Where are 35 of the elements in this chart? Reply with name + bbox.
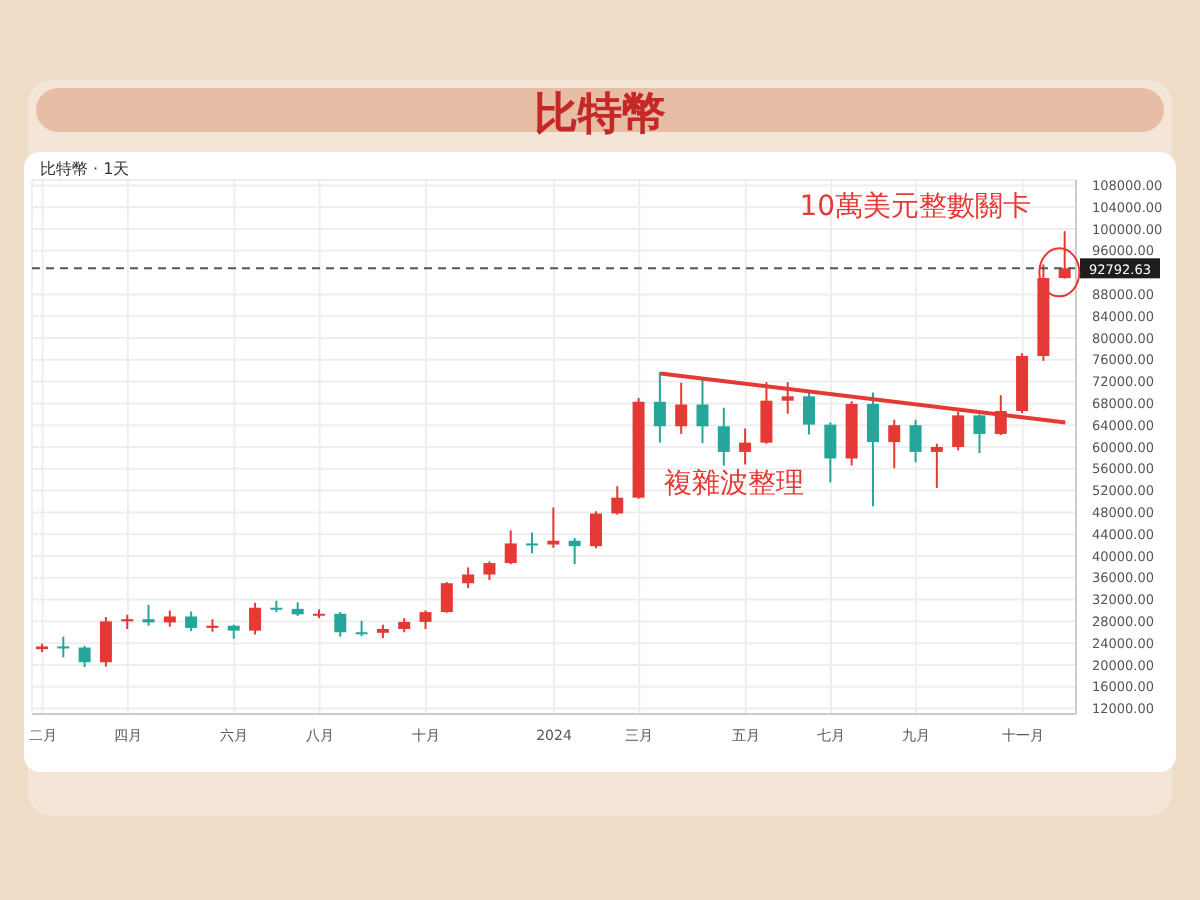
candlestick [334,611,347,638]
candlestick [866,391,879,508]
candlestick [99,616,112,668]
candlestick [824,421,837,484]
candlestick [653,370,666,444]
candlestick [973,413,986,454]
candlestick [483,560,496,581]
candlestick [440,581,453,614]
candlestick [803,391,816,436]
candlestick [185,610,198,633]
chart-title: 比特幣 [532,88,668,144]
candlestick [611,485,624,516]
candlestick [696,376,709,445]
annotation: 複雜波整理 [663,468,804,501]
candlestick [888,418,901,470]
candlestick [462,566,475,590]
candlestick [909,418,922,464]
candlestick [78,644,91,669]
candlestick [739,427,752,466]
candlestick [142,604,155,627]
chart-subtitle: 比特幣 · 1天 [40,158,130,180]
candlestick [57,635,70,659]
candlestick [547,506,560,549]
candlestick [781,381,794,415]
candlestick [717,406,730,467]
candlestick [589,510,602,550]
candlestick [1058,230,1071,280]
candlestick [419,609,432,630]
candlestick [675,381,688,435]
candlestick [930,442,943,489]
candlestick [504,529,517,566]
candlestick [526,531,539,555]
annotation: 10萬美元整數關卡 [799,191,1032,224]
candlestick [249,601,262,636]
candlestick [568,537,581,566]
